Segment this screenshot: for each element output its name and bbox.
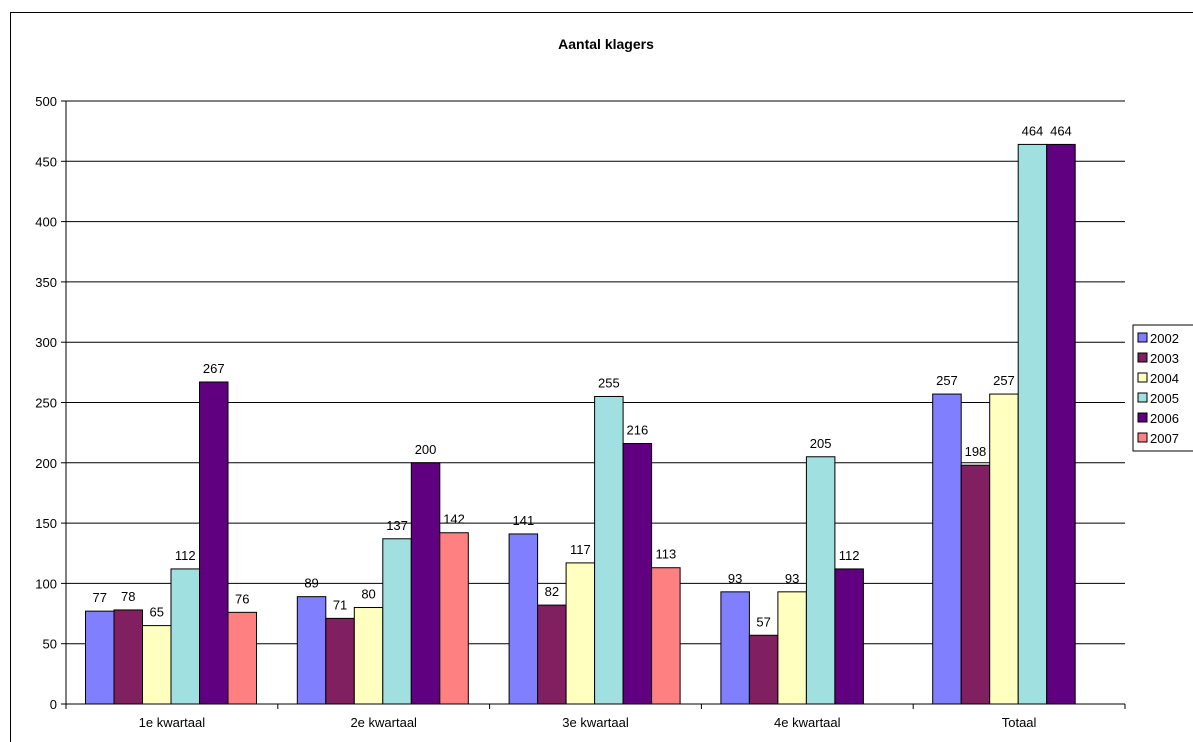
bar-2002-1 (85, 610, 115, 705)
y-tick-label: 400 (35, 215, 57, 230)
bar-2005-5 (1017, 143, 1048, 705)
bar-2002-4 (720, 591, 750, 705)
data-label: 205 (810, 436, 832, 451)
legend-swatch-2007 (1137, 432, 1148, 443)
bar-2003-3 (537, 604, 567, 705)
data-label: 137 (386, 518, 408, 533)
data-label: 77 (93, 590, 107, 605)
bar-2005-1 (170, 568, 200, 705)
legend-swatch-2002 (1137, 332, 1148, 343)
bar-2007-1 (227, 611, 257, 705)
bar-2002-3 (508, 533, 539, 705)
bar-2003-5 (960, 464, 991, 705)
data-label: 255 (598, 375, 620, 390)
data-label: 257 (936, 373, 958, 388)
data-label: 112 (839, 548, 860, 563)
data-label: 113 (655, 547, 676, 562)
bar-2005-3 (594, 395, 624, 705)
bar-2003-4 (748, 634, 779, 705)
data-label: 112 (175, 548, 196, 563)
bar-2007-2 (439, 532, 469, 705)
legend-label-2007: 2007 (1150, 431, 1179, 446)
bars (85, 143, 1076, 705)
y-tick-label: 150 (35, 516, 57, 531)
axes: 0 50 100 150 200 250 300 350 400 450 500 1e kwartaa… (35, 94, 1126, 730)
bar-2005-2 (382, 538, 412, 705)
bar-2006-3 (622, 443, 653, 705)
x-tick-label: 1e kwartaal (139, 715, 206, 730)
data-label: 89 (304, 576, 318, 591)
bar-2005-4 (805, 456, 836, 705)
x-tick-label: 4e kwartaal (774, 715, 841, 730)
bar-2004-3 (565, 562, 596, 705)
legend-label-2004: 2004 (1150, 371, 1179, 386)
y-tick-label: 500 (35, 94, 57, 109)
legend-swatch-2006 (1137, 412, 1148, 423)
data-label: 78 (121, 589, 135, 604)
legend-swatch-2003 (1137, 352, 1148, 363)
y-tick-label: 350 (35, 275, 57, 290)
bar-2004-5 (989, 393, 1019, 705)
data-label: 141 (512, 513, 534, 528)
legend-label-2005: 2005 (1150, 391, 1179, 406)
legend-label-2003: 2003 (1150, 351, 1179, 366)
x-tick-label: Totaal (1002, 715, 1037, 730)
bar-2006-5 (1046, 143, 1076, 705)
data-label: 216 (626, 423, 648, 438)
data-label: 80 (361, 587, 375, 602)
bar-2006-2 (410, 462, 441, 705)
y-tick-label: 300 (35, 335, 57, 350)
legend-swatch-2005 (1137, 392, 1148, 403)
y-tick-label: 250 (35, 396, 57, 411)
bar-2003-2 (325, 617, 355, 705)
y-tick-label: 50 (43, 637, 57, 652)
data-label: 57 (756, 614, 770, 629)
bar-2002-2 (296, 596, 327, 705)
y-tick-label: 450 (35, 154, 57, 169)
data-label: 93 (785, 571, 799, 586)
data-label: 76 (235, 591, 249, 606)
y-tick-label: 0 (50, 697, 57, 712)
bar-2004-1 (142, 625, 172, 705)
data-label: 257 (993, 373, 1015, 388)
data-label: 71 (333, 597, 347, 612)
bar-2003-1 (113, 609, 143, 705)
data-label: 464 (1050, 123, 1072, 138)
data-label: 464 (1022, 123, 1044, 138)
x-tick-label: 3e kwartaal (562, 715, 629, 730)
data-label: 200 (415, 442, 437, 457)
data-label: 65 (150, 605, 164, 620)
data-label: 82 (545, 584, 559, 599)
bar-2004-2 (353, 607, 384, 705)
data-label: 267 (203, 361, 225, 376)
y-tick-label: 100 (35, 576, 57, 591)
data-label: 142 (443, 512, 465, 527)
legend-label-2006: 2006 (1150, 411, 1179, 426)
data-label: 93 (728, 571, 742, 586)
data-label: 198 (965, 444, 987, 459)
bar-2006-1 (199, 381, 229, 705)
legend-swatch-2004 (1137, 372, 1148, 383)
data-label: 117 (570, 542, 591, 557)
data-labels: 77 78 65 112 267 76 89 71 80 137 200 142 141 82 117 255… (93, 123, 1072, 629)
legend: 2002 2003 2004 2005 2006 2007 (1132, 324, 1193, 452)
y-tick-label: 200 (35, 456, 57, 471)
legend-label-2002: 2002 (1150, 331, 1179, 346)
bar-2004-4 (777, 591, 807, 705)
bar-2007-3 (651, 567, 681, 705)
x-tick-label: 2e kwartaal (350, 715, 417, 730)
chart-title: Aantal klagers (558, 36, 654, 52)
bar-2002-5 (932, 393, 962, 705)
bar-2006-4 (834, 568, 864, 705)
legend-box (1132, 324, 1193, 452)
